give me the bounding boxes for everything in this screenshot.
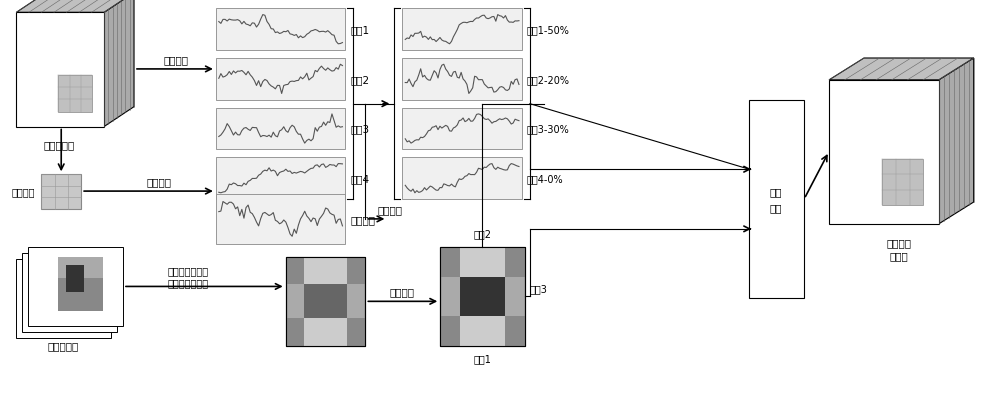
Text: 端元1-50%: 端元1-50%: [527, 25, 570, 35]
Text: 高光谱图像: 高光谱图像: [44, 140, 75, 150]
Polygon shape: [939, 59, 974, 224]
Text: 端元2: 端元2: [473, 228, 491, 238]
Text: 端元提取: 端元提取: [163, 55, 188, 65]
Text: 端元3-30%: 端元3-30%: [527, 124, 570, 134]
Bar: [216, 9, 345, 51]
Bar: [440, 247, 525, 346]
Bar: [460, 247, 505, 346]
Text: 混合像元: 混合像元: [12, 187, 35, 197]
Text: 端元3: 端元3: [530, 284, 548, 294]
Polygon shape: [16, 0, 134, 13]
Text: 端元4: 端元4: [350, 174, 370, 184]
Bar: [22, 253, 117, 333]
Bar: [28, 247, 123, 326]
Text: 融合高光: 融合高光: [886, 237, 911, 247]
Text: 融合: 融合: [770, 187, 782, 197]
Text: 混合光谱: 混合光谱: [350, 214, 375, 225]
Bar: [16, 259, 111, 338]
Text: 端元2-20%: 端元2-20%: [527, 75, 570, 85]
Bar: [882, 160, 923, 206]
Bar: [216, 158, 345, 200]
Bar: [58, 257, 103, 312]
Bar: [216, 108, 345, 150]
Bar: [829, 81, 939, 224]
Polygon shape: [829, 59, 974, 81]
Bar: [402, 158, 522, 200]
Bar: [66, 265, 84, 293]
Bar: [58, 76, 92, 112]
Bar: [286, 257, 365, 285]
Bar: [304, 257, 347, 346]
Bar: [402, 59, 522, 101]
Bar: [440, 247, 525, 277]
Bar: [16, 13, 104, 127]
Text: 混合像元对应的: 混合像元对应的: [167, 266, 208, 276]
Text: 重构: 重构: [770, 202, 782, 212]
Text: 多光谱图像区域: 多光谱图像区域: [167, 278, 208, 288]
Bar: [41, 175, 81, 209]
Text: 谱图像: 谱图像: [890, 251, 908, 261]
Bar: [460, 277, 505, 317]
Text: 端元1: 端元1: [350, 25, 370, 35]
Text: 聚类分析: 聚类分析: [390, 287, 415, 297]
Polygon shape: [104, 0, 134, 127]
Text: 端元1: 端元1: [473, 353, 491, 363]
Bar: [286, 319, 365, 346]
Bar: [216, 195, 345, 244]
Bar: [402, 108, 522, 150]
Text: 端元2: 端元2: [350, 75, 370, 85]
Bar: [440, 247, 525, 346]
Bar: [58, 257, 103, 279]
Text: 端元3: 端元3: [350, 124, 370, 134]
Text: 光谱解混: 光谱解混: [377, 204, 402, 214]
Text: 像元光谱: 像元光谱: [146, 177, 171, 187]
Bar: [304, 285, 347, 319]
Text: 端元4-0%: 端元4-0%: [527, 174, 564, 184]
Bar: [286, 257, 365, 346]
Text: 多光谱图像: 多光谱图像: [48, 340, 79, 350]
Bar: [286, 257, 365, 346]
Bar: [440, 317, 525, 346]
Bar: [216, 59, 345, 101]
Bar: [402, 9, 522, 51]
Bar: [749, 101, 804, 299]
